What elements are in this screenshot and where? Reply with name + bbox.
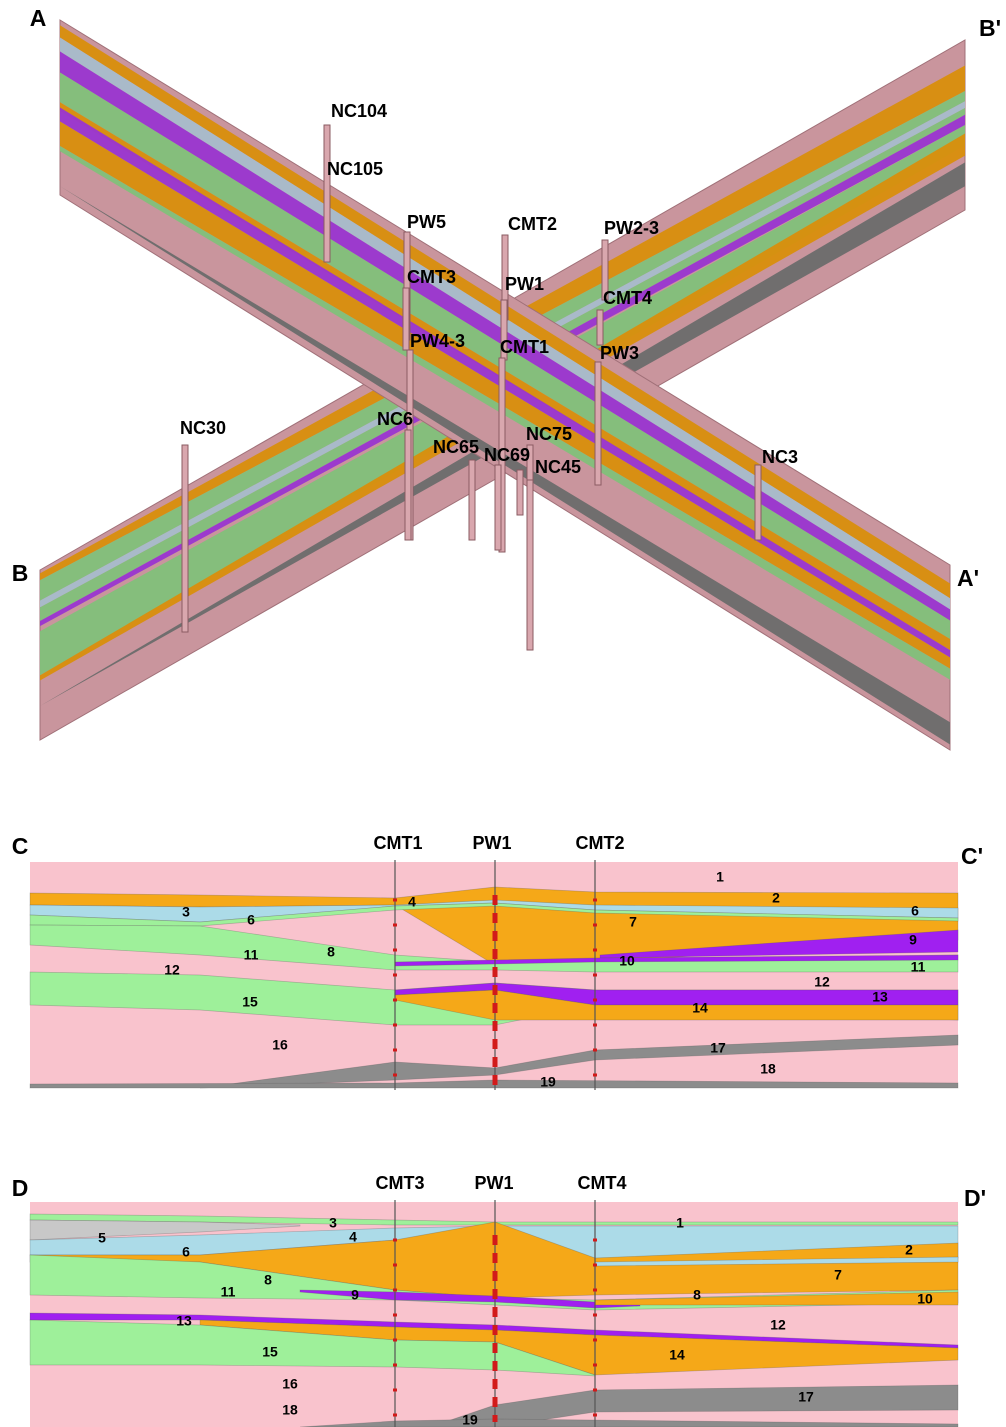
well-label: CMT2 xyxy=(576,833,625,853)
end-label: C' xyxy=(961,843,983,869)
layer-label: 12 xyxy=(770,1317,786,1333)
layer-label: 11 xyxy=(911,959,926,975)
layer-label: 12 xyxy=(164,962,180,978)
well-label: NC3 xyxy=(762,447,798,467)
well-label: NC105 xyxy=(327,159,383,179)
layer-label: 13 xyxy=(872,989,888,1005)
well-label: CMT1 xyxy=(374,833,423,853)
end-label: B xyxy=(12,560,29,586)
well-stick xyxy=(469,460,475,540)
well-label: NC69 xyxy=(484,445,530,465)
layer-label: 16 xyxy=(282,1376,298,1392)
layer-label: 15 xyxy=(242,994,258,1010)
end-label: A' xyxy=(957,565,979,591)
layer-label: 2 xyxy=(905,1242,913,1258)
layer-label: 8 xyxy=(693,1287,701,1303)
end-label: A xyxy=(30,5,47,31)
layer-label: 1 xyxy=(716,869,724,885)
well-label: PW2-3 xyxy=(604,218,659,238)
layer-label: 14 xyxy=(692,1000,708,1016)
layer-label: 13 xyxy=(176,1313,192,1329)
layer-label: 6 xyxy=(911,903,919,919)
end-label: D' xyxy=(964,1185,986,1211)
layer-label: 11 xyxy=(221,1284,236,1300)
well-stick xyxy=(182,445,188,632)
layer-label: 4 xyxy=(349,1229,357,1245)
layer-label: 9 xyxy=(351,1287,359,1303)
layer-label: 7 xyxy=(834,1267,842,1283)
layer-label: 6 xyxy=(247,912,255,928)
end-label: C xyxy=(12,833,29,859)
well-label: CMT2 xyxy=(508,214,557,234)
well-label: NC45 xyxy=(535,457,581,477)
well-stick xyxy=(403,288,409,350)
layer-label: 14 xyxy=(669,1347,685,1363)
layer-label: 10 xyxy=(619,953,635,969)
well-stick xyxy=(527,480,533,650)
layer-label: 17 xyxy=(710,1040,726,1056)
well-label: NC65 xyxy=(433,437,479,457)
well-label: PW5 xyxy=(407,212,446,232)
well-stick xyxy=(595,362,601,485)
layer-label: 9 xyxy=(909,932,917,948)
layer-label: 8 xyxy=(327,944,335,960)
layer-label: 19 xyxy=(462,1412,478,1427)
layer-label: 17 xyxy=(798,1389,814,1405)
well-stick xyxy=(495,465,501,550)
well-label: NC104 xyxy=(331,101,387,121)
layer-label: 10 xyxy=(917,1291,933,1307)
figure: A B' B A' NC104 NC105 PW5 CMT2 PW2-3 CMT3 PW1 CMT4 P… xyxy=(0,0,1006,1427)
layer-label: 4 xyxy=(408,894,416,910)
layer-label: 1 xyxy=(676,1215,684,1231)
layer-label: 19 xyxy=(540,1074,556,1090)
layer-label: 3 xyxy=(329,1215,337,1231)
layer-label: 18 xyxy=(282,1402,298,1418)
well-label: PW1 xyxy=(472,833,511,853)
well-label: CMT3 xyxy=(407,267,456,287)
well-label: PW3 xyxy=(600,343,639,363)
well-label: PW4-3 xyxy=(410,331,465,351)
layer-label: 12 xyxy=(814,974,830,990)
well-label: PW1 xyxy=(474,1173,513,1193)
end-label: B' xyxy=(979,15,1001,41)
well-label: NC6 xyxy=(377,409,413,429)
layer-label: 2 xyxy=(772,890,780,906)
well-label: CMT3 xyxy=(376,1173,425,1193)
layer-label: 3 xyxy=(182,904,190,920)
well-label: CMT4 xyxy=(603,288,652,308)
well-label: CMT4 xyxy=(578,1173,627,1193)
well-stick xyxy=(517,470,523,515)
well-label: PW1 xyxy=(505,274,544,294)
end-label: D xyxy=(12,1175,29,1201)
well-stick xyxy=(324,125,330,262)
layer-label: 11 xyxy=(244,947,259,963)
layer-label: 8 xyxy=(264,1272,272,1288)
well-stick xyxy=(597,310,603,345)
layer-label: 7 xyxy=(629,914,637,930)
well-stick xyxy=(405,430,411,540)
layer-label: 16 xyxy=(272,1037,288,1053)
well-stick xyxy=(755,465,761,540)
well-label: NC75 xyxy=(526,424,572,444)
well-label: NC30 xyxy=(180,418,226,438)
layer-label: 5 xyxy=(98,1230,106,1246)
layer-label: 18 xyxy=(760,1061,776,1077)
well-label: CMT1 xyxy=(500,337,549,357)
layer-label: 6 xyxy=(182,1244,190,1260)
layer-label: 15 xyxy=(262,1344,278,1360)
